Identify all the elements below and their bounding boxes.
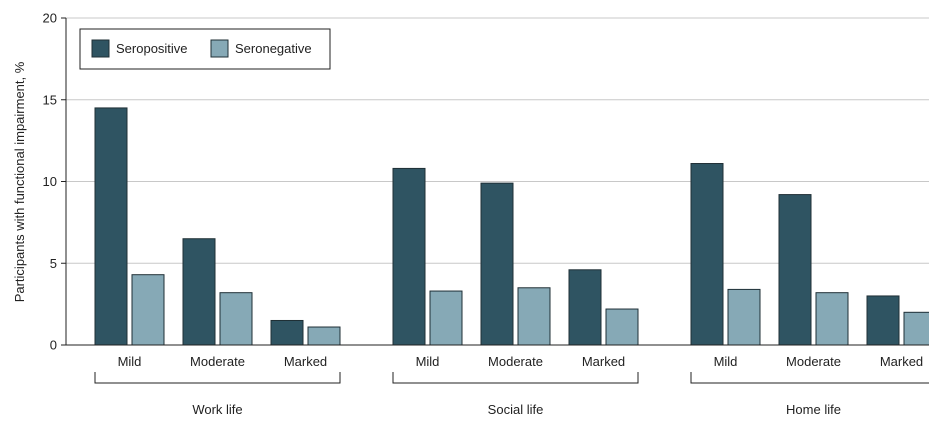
category-label: Marked (582, 354, 625, 369)
group-bracket (94, 372, 341, 384)
bars (94, 107, 929, 346)
y-tick-label: 0 (50, 338, 57, 353)
bar-seropositive-work-life-marked (270, 319, 304, 346)
labels: 0 5 10 15 20 Mild Moderate Marked Work life Mild M… (43, 11, 924, 418)
category-label: Moderate (786, 354, 841, 369)
y-tick-label: 10 (43, 174, 57, 189)
bar-seronegative-social-life-mild (429, 290, 463, 346)
group-label: Social life (488, 402, 544, 417)
bar-seropositive-social-life-moderate (480, 182, 514, 346)
bar-seronegative-home-life-mild (727, 288, 761, 346)
axes (61, 17, 929, 384)
category-label: Mild (416, 354, 440, 369)
bar-seronegative-work-life-moderate (219, 292, 253, 346)
y-tick-label: 20 (43, 11, 57, 26)
bar-seropositive-social-life-mild (392, 167, 426, 346)
bar-seronegative-social-life-moderate (517, 287, 551, 346)
category-label: Moderate (190, 354, 245, 369)
legend-label-seropositive: Seropositive (116, 41, 188, 56)
group-bracket (392, 372, 639, 384)
bar-seropositive-social-life-marked (568, 269, 602, 346)
group-label: Home life (786, 402, 841, 417)
legend-box (79, 28, 331, 70)
bar-seropositive-work-life-moderate (182, 238, 216, 346)
bar-seropositive-home-life-moderate (778, 194, 812, 346)
bar-seronegative-home-life-moderate (815, 292, 849, 346)
category-label: Mild (118, 354, 142, 369)
y-axis-label: Participants with functional impairment,… (12, 61, 27, 302)
y-tick-label: 5 (50, 256, 57, 271)
category-label: Marked (284, 354, 327, 369)
legend: Seropositive Seronegative (79, 28, 331, 70)
bar-seropositive-home-life-mild (690, 163, 724, 346)
bar-seropositive-home-life-marked (866, 295, 900, 346)
legend-swatch-seronegative (210, 39, 229, 58)
bar-seronegative-social-life-marked (605, 308, 639, 346)
category-label: Marked (880, 354, 923, 369)
group-bracket (690, 372, 929, 384)
group-label: Work life (192, 402, 242, 417)
category-label: Moderate (488, 354, 543, 369)
category-label: Mild (714, 354, 738, 369)
bar-seropositive-work-life-mild (94, 107, 128, 346)
bar-seronegative-work-life-mild (131, 274, 165, 346)
legend-label-seronegative: Seronegative (235, 41, 312, 56)
y-tick-label: 15 (43, 92, 57, 107)
bar-seronegative-home-life-marked (903, 311, 929, 346)
bar-seronegative-work-life-marked (307, 326, 341, 346)
legend-swatch-seropositive (91, 39, 110, 58)
